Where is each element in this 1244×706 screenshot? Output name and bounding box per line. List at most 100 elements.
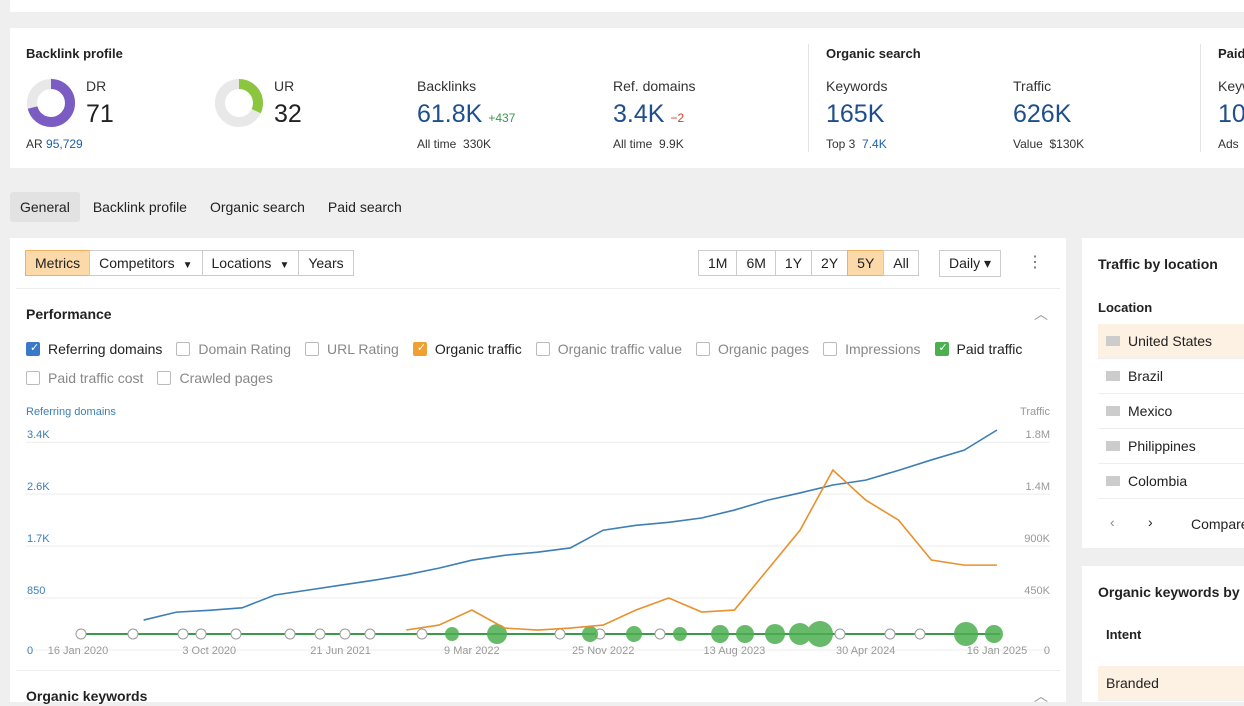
view-button[interactable]: Locations ▼ [201, 250, 300, 276]
option-label: Referring domains [48, 340, 163, 357]
caret: ▼ [182, 260, 193, 271]
metric-option[interactable]: URL Rating [305, 334, 399, 363]
checkbox [535, 341, 550, 356]
column-header: Intent [1106, 627, 1142, 642]
metric-value: 10 [1218, 100, 1244, 128]
country: United States [1128, 333, 1213, 349]
tab-bar: General Backlink profile Organic search Pai… [10, 192, 415, 222]
sub-value: 95,729 [46, 137, 83, 151]
location-row: Brazil [1098, 359, 1244, 394]
location-row: Philippines [1098, 429, 1244, 464]
intent-rows: Branded [1098, 666, 1244, 701]
metric-sub: AR 95,729 [26, 137, 83, 151]
button-label: Locations [211, 255, 272, 271]
option-label: Impressions [845, 340, 921, 357]
sub-label: All time [417, 137, 457, 151]
divider [808, 44, 809, 152]
tab[interactable]: Organic search [209, 199, 305, 215]
option-label: Crawled pages [179, 369, 273, 386]
next[interactable]: › [1148, 514, 1153, 530]
option-label: Organic traffic [434, 340, 522, 357]
flag [1106, 476, 1120, 486]
sub-label: AR [26, 137, 43, 151]
metric-label: Keywords [826, 78, 888, 94]
metric-change: −2 [670, 111, 685, 125]
country: Philippines [1128, 438, 1196, 454]
section-title: Organic keywords [26, 688, 148, 704]
donut-arc [27, 79, 75, 127]
checkbox: ✓ [934, 341, 949, 356]
checkbox [823, 341, 838, 356]
tab[interactable]: General [10, 192, 80, 222]
more-menu[interactable]: ⋮ [1027, 254, 1043, 271]
interval: Daily [949, 255, 981, 271]
option-label: URL Rating [327, 340, 399, 357]
country: Colombia [1128, 473, 1188, 489]
metric-value: 32 [274, 100, 302, 128]
checkbox [305, 341, 319, 356]
metric-option[interactable]: Impressions [823, 334, 921, 363]
view-button[interactable]: Metrics [25, 250, 91, 276]
top-strip [10, 0, 1244, 12]
flag [1106, 371, 1120, 381]
interval-dropdown[interactable]: Daily ▾ [939, 250, 1002, 277]
metric-label: Backlinks [417, 78, 477, 94]
location-row: United States [1098, 324, 1244, 359]
range-button[interactable]: 1M [698, 250, 738, 276]
tab[interactable]: Paid search [327, 199, 402, 215]
collapse[interactable]: ︿ [1034, 306, 1048, 322]
metric-option[interactable]: Paid traffic cost [26, 363, 143, 392]
view-button[interactable]: Competitors ▼ [89, 250, 203, 276]
divider [16, 670, 1060, 671]
metric-value: 71 [86, 100, 114, 128]
option-label: Organic pages [718, 340, 810, 357]
range-button[interactable]: 6M [736, 250, 776, 276]
metric-sub: Top 3 7.4K [826, 137, 887, 151]
metric-label: UR [274, 78, 295, 94]
metric-option[interactable]: Domain Rating [176, 334, 291, 363]
intent-row: Branded [1098, 666, 1244, 701]
section-title: Paid [1218, 46, 1244, 61]
country: Brazil [1128, 368, 1164, 384]
metric-option[interactable]: ✓ Organic traffic [412, 334, 522, 363]
view-buttons: Metrics Competitors ▼ Locations ▼ Years [25, 250, 354, 276]
prev[interactable]: ‹ [1110, 514, 1115, 530]
donut-arc [215, 79, 263, 127]
metric-option[interactable]: Organic traffic value [535, 334, 682, 363]
metric-value: 626K [1013, 100, 1072, 128]
dr-donut [27, 79, 75, 127]
metric-option[interactable]: ✓ Referring domains [26, 334, 162, 363]
checkbox [157, 370, 172, 385]
sub-value: 7.4K [862, 137, 887, 151]
metric-label: Keyw [1218, 78, 1244, 94]
metric-options: ✓ Referring domains Domain Rating URL Ratin… [26, 334, 1046, 392]
sub-label: Top 3 [826, 137, 856, 151]
main-card: Metrics Competitors ▼ Locations ▼ Years 1M 6M 1… [10, 238, 1066, 704]
metric-value: 61.8K [417, 100, 483, 128]
metric-sub: All time 9.9K [613, 137, 684, 151]
button-label: Competitors [99, 255, 175, 271]
view-button[interactable]: Years [298, 250, 354, 276]
location-row: Colombia [1098, 464, 1244, 499]
collapse[interactable]: ︿ [1034, 688, 1048, 704]
range-button[interactable]: All [883, 250, 919, 276]
card-title: Organic keywords by i [1098, 584, 1244, 600]
sub-value: 330K [463, 137, 492, 151]
flag [1106, 441, 1120, 451]
compare-link[interactable]: Compare [1191, 516, 1244, 532]
metric-option[interactable]: Organic pages [696, 334, 809, 363]
range-button[interactable]: 2Y [811, 250, 849, 276]
metric-option[interactable]: Crawled pages [157, 363, 273, 392]
checkbox: ✓ [412, 341, 427, 356]
range-button[interactable]: 5Y [847, 250, 885, 276]
metric-value-row: 61.8K +437 [417, 100, 515, 129]
range-button[interactable]: 1Y [774, 250, 813, 276]
sub-value: 9.9K [659, 137, 684, 151]
metric-option[interactable]: ✓ Paid traffic [934, 334, 1022, 363]
range-buttons: 1M 6M 1Y 2Y 5Y All [698, 250, 919, 276]
tab[interactable]: Backlink profile [92, 199, 187, 215]
metric-sub: All time 330K [417, 137, 491, 151]
checkbox [26, 370, 40, 385]
metric-value: 3.4K [613, 100, 665, 128]
